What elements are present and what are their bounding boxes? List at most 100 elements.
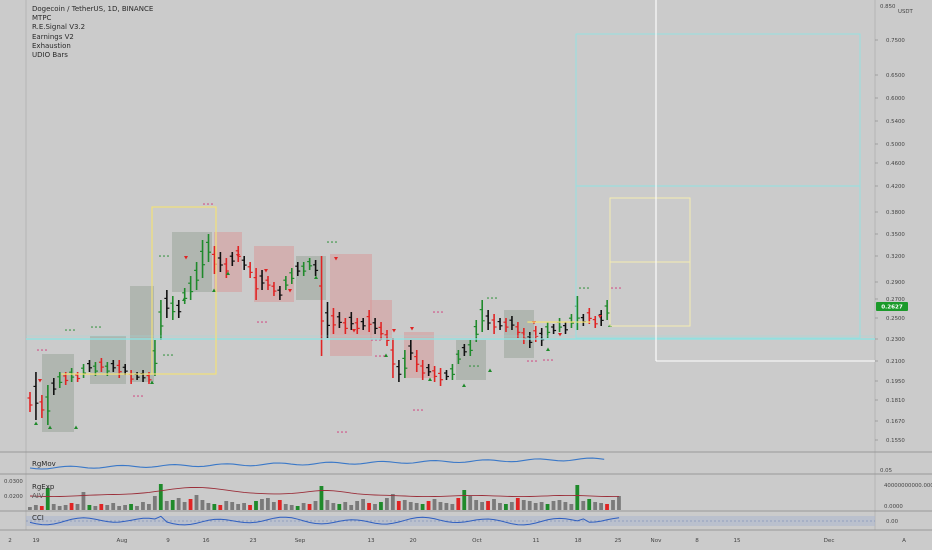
volume-bar <box>492 499 496 510</box>
symbol-title[interactable]: Dogecoin / TetherUS, 1D, BINANCE <box>32 5 154 13</box>
indicator-mtpc[interactable]: MTPC <box>32 14 52 23</box>
volume-bar <box>242 503 246 510</box>
volume-bar <box>188 499 193 510</box>
volume-bar <box>93 506 98 510</box>
signal-dot <box>141 395 143 397</box>
volume-bar <box>164 501 169 510</box>
price-tick-label: 0.2900 <box>886 280 905 286</box>
signal-dot <box>137 395 139 397</box>
buy-signal-marker <box>150 380 154 384</box>
volume-bar <box>194 495 199 510</box>
aiv-pane-label[interactable]: AIV <box>32 492 44 500</box>
rgmov-line <box>29 457 605 470</box>
signal-dot <box>441 311 443 313</box>
volume-bar <box>379 502 383 510</box>
indicator-earnings[interactable]: Earnings V2 <box>32 32 74 41</box>
rgmov-pane-label[interactable]: RgMov <box>32 460 56 468</box>
price-axis-currency: USDT <box>898 9 914 15</box>
sell-signal-marker <box>558 333 562 337</box>
signal-dot <box>133 395 135 397</box>
volume-bar <box>343 502 348 510</box>
price-tick-label: 0.6000 <box>886 96 905 102</box>
indicator-udio-bars[interactable]: UDIO Bars <box>32 51 68 60</box>
price-tick-label: 0.5000 <box>886 142 905 148</box>
signal-dot <box>379 355 381 357</box>
volume-bar <box>575 485 580 510</box>
volume-bar <box>254 501 258 510</box>
signal-dot <box>167 255 169 257</box>
volume-bar <box>39 506 44 510</box>
volume-bar <box>152 496 157 510</box>
signal-dot <box>619 287 621 289</box>
volume-bar <box>69 503 74 510</box>
price-candles[interactable] <box>27 234 610 425</box>
buy-signal-marker <box>34 421 38 425</box>
volume-bar <box>51 504 56 510</box>
buy-signal-marker <box>226 271 230 275</box>
cci-axis-label: 0.00 <box>886 519 899 525</box>
volume-bar <box>396 501 401 510</box>
indicator-subpanes[interactable] <box>26 457 875 526</box>
volume-bar <box>277 500 282 510</box>
date-label: 20 <box>409 538 417 544</box>
signal-dot <box>41 349 43 351</box>
signal-dot <box>487 297 489 299</box>
volume-bar <box>468 496 473 510</box>
signal-dot <box>469 365 471 367</box>
volume-bar <box>361 499 365 510</box>
signal-dot <box>383 355 385 357</box>
cci-pane-label[interactable]: CCI <box>32 514 44 522</box>
signal-dot <box>99 326 101 328</box>
signal-dot <box>477 365 479 367</box>
signal-dot <box>345 431 347 433</box>
volume-bar <box>474 500 479 510</box>
signal-dot <box>203 203 205 205</box>
signal-dot <box>437 311 439 313</box>
signal-dot <box>551 359 553 361</box>
volume-bar <box>135 506 139 510</box>
signal-dot <box>491 297 493 299</box>
volume-bar <box>444 503 449 510</box>
volume-bar <box>81 492 86 510</box>
volume-bar <box>527 501 532 510</box>
volume-bar <box>509 502 514 510</box>
indicator-exhaustion[interactable]: Exhaustion <box>32 41 71 50</box>
volume-bar <box>385 498 389 510</box>
signal-dot <box>535 360 537 362</box>
indicator-resignal[interactable]: R.E.Signal V3.2 <box>32 23 86 32</box>
volume-bar <box>515 498 520 510</box>
signal-dot <box>257 321 259 323</box>
volume-bar <box>170 500 175 510</box>
volume-bar <box>432 499 437 510</box>
volume-bar <box>533 503 538 510</box>
volume-bar <box>551 501 556 510</box>
date-label: 8 <box>695 538 699 544</box>
date-label: Oct <box>472 538 482 544</box>
date-corner-left: 2 <box>8 538 12 544</box>
sell-signal-marker <box>598 315 602 319</box>
rgexp-pane-label[interactable]: RgExp <box>32 483 55 491</box>
buy-signal-marker <box>182 297 186 301</box>
volume-bar <box>390 494 395 510</box>
date-label: 25 <box>614 538 622 544</box>
volume-bar <box>408 502 413 510</box>
volume-bar <box>117 506 122 510</box>
volume-bar <box>218 505 223 510</box>
volume-bar <box>349 505 354 510</box>
signal-dot <box>159 255 161 257</box>
buy-signal-marker <box>74 425 78 429</box>
drawing-overlays[interactable] <box>26 0 875 375</box>
date-label: 9 <box>166 538 170 544</box>
volume-bar <box>450 504 455 510</box>
volume-bar <box>75 504 80 510</box>
volume-bar <box>313 501 318 510</box>
signal-dot <box>375 355 377 357</box>
chart-legend: Dogecoin / TetherUS, 1D, BINANCE MTPC R.… <box>32 5 153 60</box>
volume-bar <box>504 504 508 510</box>
signal-zone <box>330 254 372 356</box>
current-price-badge <box>876 302 908 311</box>
price-tick-label: 0.2300 <box>886 337 905 343</box>
volume-bar <box>266 498 270 510</box>
